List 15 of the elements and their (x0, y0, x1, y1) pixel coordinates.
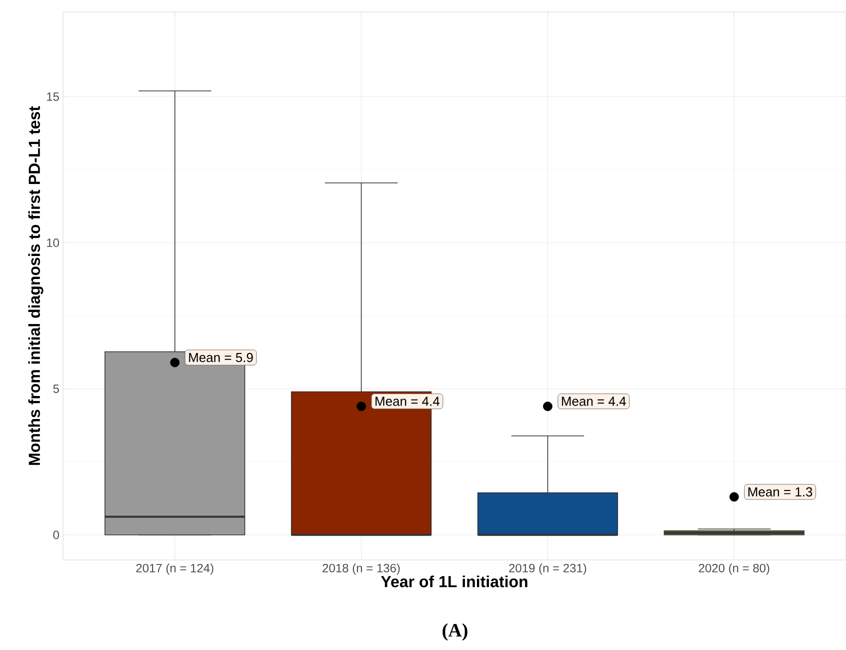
annotation: Mean = 1.3 (748, 487, 812, 496)
x-tick-label: 2019 (n = 231) (509, 564, 586, 575)
y-tick-label: 0 (53, 530, 60, 540)
text: (A) (442, 623, 468, 641)
y-tick-label: 15 (47, 92, 59, 101)
y-axis-title: Months from initial diagnosis to first PD-L1 test (28, 106, 44, 465)
annotation: Mean = 4.4 (562, 396, 626, 406)
x-axis-title: Year of 1L initiation (380, 576, 528, 588)
x-tick-label: 2018 (n = 136) (322, 564, 400, 575)
annotation: Mean = 4.4 (376, 396, 440, 406)
annotation: Mean = 5.9 (189, 352, 253, 362)
y-tick-label: 10 (47, 238, 60, 247)
y-tick-label: 5 (53, 384, 59, 393)
x-tick-label: 2017 (n = 124) (136, 564, 214, 575)
x-tick-label: 2020 (n = 80) (698, 564, 770, 575)
